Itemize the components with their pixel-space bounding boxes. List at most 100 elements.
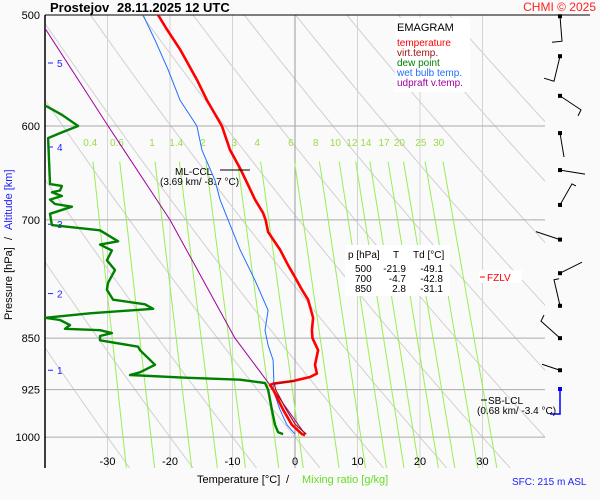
wind-barb	[559, 261, 583, 274]
mixing-ratio-line	[355, 161, 405, 468]
ml-ccl-detail: (3.69 km/ -8.7 °C)	[160, 177, 239, 188]
mixing-ratio-label: 25	[415, 138, 427, 149]
y-axis-label-altitude: Altitude [km]	[3, 169, 15, 230]
dry-adiabat	[45, 22, 385, 468]
table-cell: -31.1	[420, 284, 443, 295]
profiles	[45, 15, 320, 437]
values-table: p [hPa] T Td [°C] 500 -21.9 -49.1 700 -4…	[348, 250, 444, 295]
wind-barb	[553, 278, 561, 306]
mixing-ratio-line	[260, 161, 304, 468]
wind-barb-dot	[558, 386, 562, 391]
temperature-tick-label: 10	[351, 456, 363, 468]
mixing-ratio-label: 17	[378, 138, 390, 149]
dry-adiabat	[448, 15, 545, 123]
wind-barb-dot	[558, 168, 562, 173]
wind-barb	[535, 231, 561, 241]
mixing-ratio-line	[119, 161, 156, 468]
wind-barb	[540, 314, 561, 339]
series-virt-temp	[273, 380, 307, 435]
mixing-ratio-label: 20	[394, 138, 406, 149]
mixing-ratio-line	[154, 161, 193, 468]
wind-barb	[559, 95, 582, 117]
temperature-tick-label: 30	[476, 456, 488, 468]
series-dew-point	[45, 104, 284, 436]
mixing-ratio-line	[205, 161, 246, 468]
series-wet-bulb-temp	[142, 15, 296, 435]
legend-dew-point: dew point	[397, 58, 440, 69]
mixing-ratio-line	[387, 161, 439, 468]
sb-lcl-label: SB-LCL	[488, 396, 523, 407]
mixing-ratio-line	[424, 161, 479, 468]
wind-barb-dot	[558, 237, 562, 242]
pressure-tick-label: 1000	[16, 432, 40, 444]
mixing-ratio-line	[178, 161, 218, 468]
fzlv-bg	[479, 270, 522, 283]
wind-barb-dot	[558, 368, 562, 373]
dry-adiabat	[45, 346, 131, 468]
dry-adiabat	[397, 15, 545, 182]
temperature-tick-label: 0	[292, 456, 298, 468]
wind-barbs	[535, 14, 586, 415]
sb-lcl-detail: (0.68 km/ -3.4 °C)	[477, 406, 556, 417]
mixing-ratio-label: 3	[231, 138, 237, 149]
dry-adiabat	[45, 261, 194, 468]
mixing-ratio-label: 30	[433, 138, 445, 149]
pressure-tick-label: 925	[22, 385, 40, 397]
mixing-ratio-line	[92, 161, 127, 468]
y-axis-label-sep: /	[3, 236, 15, 240]
dry-adiabat	[45, 178, 258, 468]
wind-barb	[559, 169, 586, 175]
pressure-tick-label: 600	[22, 121, 40, 133]
mixing-ratio-line	[236, 161, 280, 468]
legend-virt-temp: virt.temp.	[397, 48, 438, 59]
y-axis-label: Pressure [hPa] / Altitude [km]	[3, 169, 15, 320]
temperature-tick-label: -20	[162, 456, 178, 468]
x-axis-label-temp: Temperature [°C]	[197, 474, 280, 486]
temperature-tick-label: -10	[225, 456, 241, 468]
mixing-ratio-label: 14	[360, 138, 372, 149]
table-cell: 2.8	[392, 284, 406, 295]
temperature-tick-label: -30	[100, 456, 116, 468]
altitude-tick-label: 2	[57, 290, 63, 301]
altitude-tick-label: 5	[57, 59, 63, 70]
table-header-td: Td [°C]	[413, 250, 444, 261]
mixing-ratio-label: 6	[288, 138, 294, 149]
fzlv-label: FZLV	[487, 273, 511, 284]
wind-barb	[551, 16, 563, 43]
pressure-tick-label: 700	[22, 215, 40, 227]
mixing-ratio-label: 2	[200, 138, 206, 149]
station-title: Prostejov	[50, 0, 110, 15]
legend-wet-bulb: wet bulb temp.	[396, 68, 462, 79]
mixing-ratio-label: 0.4	[83, 138, 97, 149]
table-cell: 700	[355, 274, 372, 285]
table-cell: -49.1	[420, 264, 443, 275]
x-axis-label-mixing: Mixing ratio [g/kg]	[302, 474, 388, 486]
altitude-tick-label: 4	[57, 143, 63, 154]
wind-barb-dot	[558, 93, 562, 98]
ml-ccl-label: ML-CCL	[175, 167, 213, 178]
table-cell: -21.9	[383, 264, 406, 275]
mixing-ratio-line	[442, 161, 498, 468]
legend-title: EMAGRAM	[397, 22, 454, 34]
dry-adiabat	[243, 15, 545, 372]
x-axis-label-sep: /	[286, 474, 290, 486]
dry-adiabat	[45, 99, 321, 468]
altitude-tick-label: 1	[57, 366, 63, 377]
mixing-ratio-label: 10	[330, 138, 342, 149]
mixing-ratio-line	[338, 161, 387, 468]
wind-barb-dot	[558, 271, 562, 276]
temperature-tick-label: 20	[414, 456, 426, 468]
mixing-ratio-line	[403, 161, 456, 468]
pressure-tick-label: 500	[22, 10, 40, 22]
wind-barb-dot	[558, 54, 562, 59]
datetime-title: 28.11.2025 12 UTC	[117, 0, 230, 15]
copyright: CHMI © 2025	[523, 0, 596, 14]
legend-temperature: temperature	[397, 38, 451, 49]
pressure-tick-label: 850	[22, 333, 40, 345]
mixing-ratio-line	[318, 161, 366, 468]
wind-barb-dot	[558, 336, 562, 341]
wind-barb-dot	[558, 14, 562, 19]
wind-barb	[543, 56, 561, 82]
wind-barb	[559, 183, 577, 206]
